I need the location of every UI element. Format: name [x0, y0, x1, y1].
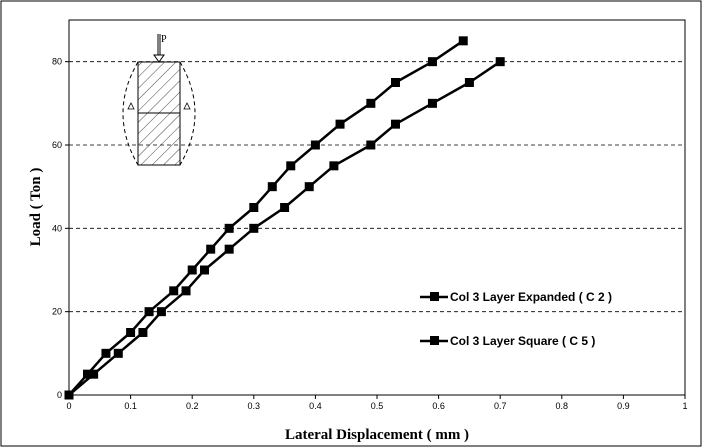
y-tick-label-3: 60	[52, 140, 62, 150]
legend-item-c5: Col 3 Layer Square ( C 5 )	[420, 334, 595, 348]
series-1-point-5	[181, 286, 191, 296]
series-1-point-8	[249, 223, 259, 233]
x-tick-label-0: 0	[66, 401, 71, 411]
series-1-point-15	[464, 78, 474, 87]
legend-marker-c2	[430, 292, 439, 301]
series-0-point-17	[458, 36, 468, 46]
series-1-point-12	[366, 140, 376, 150]
x-tick-label-5: 0.5	[371, 401, 384, 411]
series-0-point-14	[366, 98, 376, 108]
series-0-point-9	[249, 203, 259, 212]
series-0-point-5	[169, 286, 179, 296]
x-tick-label-4: 0.4	[309, 401, 322, 411]
x-axis-title: Lateral Displacement ( mm )	[285, 427, 469, 443]
y-tick-label-1: 20	[52, 307, 62, 317]
y-tick-label-4: 80	[52, 57, 62, 67]
series-0-point-1	[82, 369, 92, 379]
series-0-point-7	[206, 244, 216, 254]
series-0-point-2	[101, 348, 111, 358]
y-axis: 0 20 40 60 80	[52, 57, 69, 400]
series-layer	[64, 36, 505, 400]
legend-item-c2: Col 3 Layer Expanded ( C 2 )	[420, 290, 612, 304]
series-1-point-6	[200, 265, 210, 275]
series-0-point-12	[310, 140, 320, 150]
y-axis-title: Load ( Ton )	[28, 168, 44, 247]
legend-marker-c5	[430, 336, 439, 345]
series-1-point-10	[304, 182, 314, 192]
x-tick-label-1: 0.1	[124, 401, 137, 411]
x-tick-label-3: 0.3	[248, 401, 261, 411]
gridlines	[69, 61, 685, 313]
series-1-point-9	[280, 203, 290, 212]
x-tick-label-10: 1	[682, 401, 687, 411]
series-1-point-14	[427, 98, 437, 108]
series-1-point-16	[495, 57, 505, 67]
series-1-point-2	[113, 348, 123, 358]
gauge-marker-left	[127, 102, 135, 110]
series-0-point-16	[427, 57, 437, 67]
series-1-point-13	[390, 119, 400, 129]
x-tick-label-8: 0.8	[556, 401, 569, 411]
series-0-point-6	[187, 265, 197, 275]
series-1-point-3	[138, 328, 148, 337]
y-tick-label-2: 40	[52, 223, 62, 233]
series-1-point-0	[64, 390, 74, 400]
load-label: P	[161, 34, 167, 45]
x-tick-label-9: 0.9	[617, 401, 630, 411]
x-tick-label-2: 0.2	[186, 401, 199, 411]
series-0-point-10	[267, 182, 277, 192]
specimen-diagram: P	[122, 34, 196, 166]
series-0-point-8	[224, 223, 234, 233]
y-tick-label-0: 0	[57, 390, 62, 400]
series-0-point-4	[144, 307, 154, 317]
gauge-marker-right	[183, 102, 191, 110]
series-0-point-3	[126, 328, 136, 337]
series-0-point-13	[335, 119, 345, 129]
series-0-point-15	[390, 78, 400, 87]
series-1-point-4	[156, 307, 166, 317]
load-arrow-head	[153, 54, 165, 63]
legend: Col 3 Layer Expanded ( C 2 ) Col 3 Layer…	[420, 290, 612, 348]
legend-label-c2: Col 3 Layer Expanded ( C 2 )	[450, 290, 612, 304]
x-tick-label-7: 0.7	[494, 401, 507, 411]
series-1-point-1	[89, 369, 99, 379]
legend-label-c5: Col 3 Layer Square ( C 5 )	[450, 334, 595, 348]
series-0-point-11	[286, 161, 296, 171]
series-1-point-11	[329, 161, 339, 171]
x-tick-label-6: 0.6	[432, 401, 445, 411]
series-1-point-7	[224, 244, 234, 254]
x-axis: 0 0.1 0.2 0.3 0.4 0.5 0.6 0.7 0.8 0.9 1	[66, 395, 688, 411]
